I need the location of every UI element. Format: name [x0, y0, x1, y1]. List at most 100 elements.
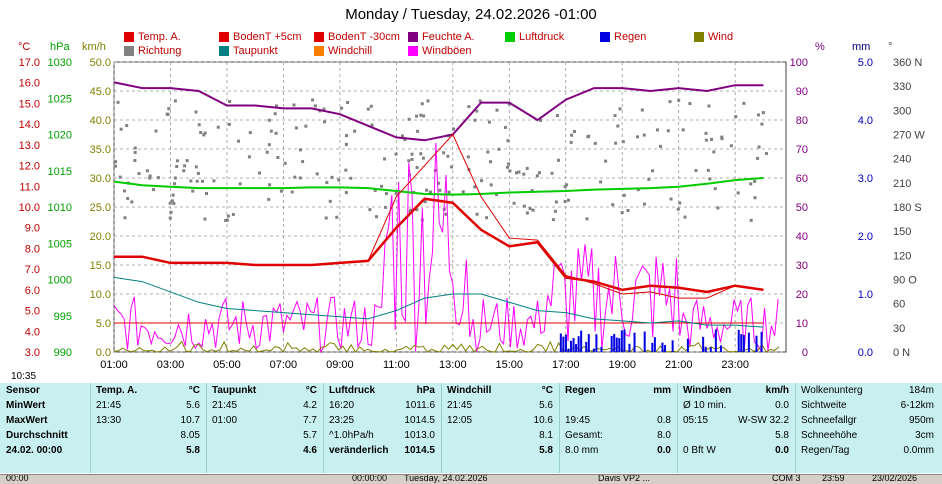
rain-bar — [587, 334, 590, 352]
rain-bar — [719, 345, 722, 352]
direction-dot — [419, 113, 423, 117]
direction-dot — [172, 201, 176, 205]
direction-dot — [227, 122, 231, 126]
stat-value: 1011.6 — [405, 400, 435, 411]
stat-value: 950m — [908, 415, 934, 426]
y-deg-tick: 120 — [893, 250, 911, 262]
direction-dot — [322, 107, 326, 111]
direction-dot — [228, 99, 232, 103]
y-mm-tick: 0.0 — [858, 347, 873, 359]
y-kmh-tick: 0.0 — [96, 347, 111, 359]
y-temp-tick: 5.0 — [25, 306, 40, 318]
direction-dot — [123, 216, 127, 220]
direction-dot — [194, 110, 198, 114]
direction-dot — [369, 104, 373, 108]
stat-unit: mm — [653, 385, 671, 396]
axis-unit-kmh: km/h — [82, 41, 106, 53]
direction-dot — [611, 203, 615, 207]
direction-dot — [716, 206, 720, 210]
direction-dot — [551, 218, 555, 222]
direction-dot — [585, 217, 589, 221]
stat-time: 23:25 — [329, 415, 355, 426]
direction-dot — [569, 140, 573, 144]
legend-swatch — [219, 46, 229, 56]
direction-dot — [400, 134, 404, 138]
stat-value: 5.8 — [539, 445, 553, 456]
direction-dot — [489, 160, 493, 164]
direction-dot — [325, 181, 329, 185]
direction-dot — [304, 124, 308, 128]
legend-item: Feuchte A. — [408, 31, 475, 43]
y-hpa-tick: 1005 — [48, 238, 72, 250]
direction-dot — [428, 190, 432, 194]
status-field: 00:00:00 — [352, 474, 388, 483]
rain-bar — [628, 343, 631, 352]
direction-dot — [344, 142, 348, 146]
direction-dot — [565, 183, 569, 187]
stat-header: Temp. A. — [96, 385, 138, 396]
direction-dot — [133, 159, 137, 163]
rain-bar — [572, 338, 575, 352]
direction-dot — [756, 156, 760, 160]
direction-dot — [572, 130, 576, 134]
direction-dot — [566, 198, 570, 202]
axis-unit-temp: °C — [18, 41, 30, 53]
direction-dot — [125, 124, 129, 128]
legend-label: Windchill — [328, 45, 373, 57]
direction-dot — [528, 207, 532, 211]
rain-bar — [580, 330, 583, 352]
x-tick-label: 07:00 — [270, 359, 298, 371]
direction-dot — [708, 177, 712, 181]
rain-bar — [610, 335, 613, 352]
direction-dot — [659, 144, 663, 148]
x-tick-label: 01:00 — [100, 359, 128, 371]
direction-dot — [437, 181, 441, 185]
direction-dot — [757, 145, 761, 149]
direction-dot — [298, 148, 302, 152]
stat-time: 13:30 — [96, 415, 122, 426]
direction-dot — [323, 120, 327, 124]
y-kmh-tick: 5.0 — [96, 318, 111, 330]
direction-dot — [191, 189, 195, 193]
direction-dot — [550, 171, 554, 175]
stat-value: 184m — [908, 385, 934, 396]
direction-dot — [613, 114, 617, 118]
legend-item: Luftdruck — [505, 31, 564, 43]
direction-dot — [537, 171, 541, 175]
direction-dot — [642, 133, 646, 137]
direction-dot — [276, 156, 280, 160]
stats-misc: Wolkenunterg 184m Sichtweite 6-12km Schneefa… — [795, 383, 942, 473]
legend-item: Wind — [694, 31, 733, 43]
rain-bar — [620, 330, 623, 352]
direction-dot — [225, 218, 229, 222]
direction-dot — [346, 100, 350, 104]
y-hpa-tick: 1030 — [48, 57, 72, 69]
direction-dot — [267, 118, 271, 122]
rain-bar — [585, 341, 588, 352]
direction-dot — [196, 171, 200, 175]
stat-time: veränderlich — [329, 445, 389, 456]
direction-dot — [556, 158, 560, 162]
direction-dot — [764, 152, 768, 156]
direction-dot — [742, 101, 746, 105]
direction-dot — [415, 114, 419, 118]
direction-dot — [425, 188, 429, 192]
stats-sensor: Sensor MinWert MaxWert Durchschnitt 24.02. 0… — [0, 383, 91, 473]
direction-dot — [495, 108, 499, 112]
direction-dot — [450, 165, 454, 169]
direction-dot — [175, 159, 179, 163]
direction-dot — [426, 99, 430, 103]
stat-value: 8.1 — [539, 430, 553, 441]
direction-dot — [224, 218, 228, 222]
stat-value: 8.0 — [657, 430, 671, 441]
status-field: 23/02/2026 — [872, 474, 918, 483]
y-kmh-tick: 45.0 — [90, 86, 111, 98]
direction-dot — [554, 200, 558, 204]
direction-dot — [563, 185, 567, 189]
direction-dot — [736, 191, 740, 195]
direction-dot — [370, 123, 374, 127]
rain-bar — [559, 333, 562, 352]
direction-dot — [274, 131, 278, 135]
y-pct-tick: 30 — [796, 260, 808, 272]
stat-header: Regen — [565, 385, 596, 396]
